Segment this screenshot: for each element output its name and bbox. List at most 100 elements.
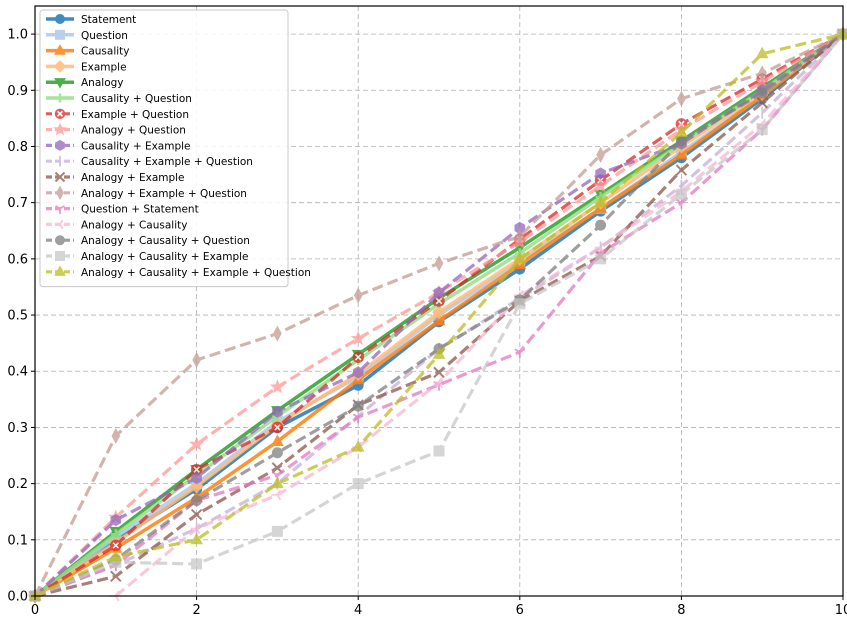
data-point (514, 348, 526, 359)
data-point (190, 532, 203, 545)
legend-label: Question (81, 30, 128, 42)
data-point (675, 125, 688, 137)
y-tick-label: 0.6 (7, 252, 28, 267)
legend-marker (54, 219, 64, 230)
data-point (110, 514, 122, 527)
legend-marker (55, 29, 65, 40)
axes: 0 2 4 6 8 10 0.0 0.1 0.2 0.3 0.4 0.5 0.6 0.7 0.8 0.9 1.0 (7, 28, 847, 618)
y-tick-label: 0.9 (7, 84, 28, 99)
legend-item: Analogy + Causality + Example + Question (46, 265, 311, 279)
data-point (352, 413, 364, 424)
data-point (190, 508, 203, 521)
legend-marker (54, 108, 66, 120)
data-point (110, 570, 122, 583)
series-line (33, 32, 844, 598)
x-tick-label: 8 (677, 603, 685, 618)
data-point (675, 198, 687, 209)
x-tick-label: 2 (192, 603, 200, 618)
data-point (352, 478, 364, 490)
legend-label: Analogy + Causality (81, 219, 187, 231)
plot-frame (34, 5, 844, 597)
data-point (110, 539, 122, 552)
data-point (111, 427, 121, 444)
data-point (352, 366, 364, 379)
data-point (514, 298, 526, 310)
legend-item: Causality + Example (46, 139, 191, 152)
legend-swatch (46, 78, 74, 89)
y-tick-label: 0.5 (7, 309, 28, 324)
legend-item: Analogy + Causality (46, 219, 187, 231)
data-point (675, 147, 688, 160)
data-point (433, 377, 443, 388)
y-tick-label: 0.7 (7, 196, 28, 211)
legend-label: Statement (81, 14, 136, 26)
legend-label: Analogy + Causality + Question (81, 235, 250, 247)
legend-label: Analogy + Causality + Example (81, 251, 248, 263)
legend-swatch (46, 139, 74, 151)
data-point (109, 549, 123, 562)
legend-marker (54, 171, 66, 183)
legend-marker (55, 139, 65, 151)
legend-label: Example (81, 61, 127, 73)
legend-label: Analogy (81, 77, 124, 89)
legend-swatch (46, 44, 74, 55)
data-point (271, 476, 284, 489)
data-point (756, 124, 768, 136)
data-point (271, 421, 284, 434)
data-point (595, 167, 606, 180)
y-tick-label: 0.1 (7, 533, 28, 548)
legend-item: Statement (46, 14, 136, 26)
legend-swatch (46, 219, 74, 230)
data-point (350, 330, 366, 346)
data-point (515, 228, 525, 245)
y-tick-label: 0.4 (7, 365, 28, 380)
legend-swatch (46, 171, 74, 183)
legend-swatch (46, 122, 74, 136)
series-analogy-example-question (30, 26, 847, 605)
data-point (191, 558, 203, 570)
legend-item: Question + Statement (46, 204, 199, 216)
legend-swatch (46, 205, 74, 214)
data-point (189, 436, 205, 451)
data-point (432, 347, 446, 359)
x-tick-label: 4 (354, 603, 362, 618)
data-point (189, 479, 204, 494)
legend-item: Analogy + Example + Question (46, 185, 247, 201)
legend-item: Analogy + Question (46, 122, 186, 137)
data-point (675, 188, 687, 200)
data-point (594, 242, 605, 254)
legend-marker (54, 78, 66, 89)
legend-marker (53, 60, 67, 73)
legend-item: Analogy (46, 77, 124, 89)
data-point (351, 440, 365, 452)
legend-marker (54, 44, 66, 55)
legend-item: Causality (46, 44, 130, 58)
legend-marker (54, 265, 66, 276)
data-point (595, 253, 607, 265)
legend-swatch (46, 185, 74, 201)
data-point (756, 96, 768, 109)
data-point (192, 351, 201, 369)
legend-swatch (46, 108, 74, 120)
data-point (273, 325, 282, 342)
legend-marker (55, 205, 65, 214)
series-analogy-causality-example-question (28, 27, 847, 601)
data-point (353, 287, 363, 304)
legend-label: Analogy + Example (81, 172, 185, 184)
legend-swatch (46, 235, 74, 246)
legend-marker (56, 185, 64, 201)
data-point (595, 219, 607, 231)
series-line (34, 32, 845, 598)
data-point (352, 351, 364, 363)
series-line (114, 33, 845, 598)
data-point (434, 255, 444, 272)
x-tick-label: 0 (31, 603, 39, 618)
y-tick-label: 0.3 (7, 421, 28, 436)
legend-label: Example + Question (81, 109, 189, 121)
data-point (433, 445, 445, 457)
legend-swatch (46, 155, 74, 167)
data-point (596, 146, 605, 163)
legend-label: Question + Statement (81, 204, 199, 216)
data-point (191, 494, 203, 506)
legend-marker (55, 251, 65, 261)
